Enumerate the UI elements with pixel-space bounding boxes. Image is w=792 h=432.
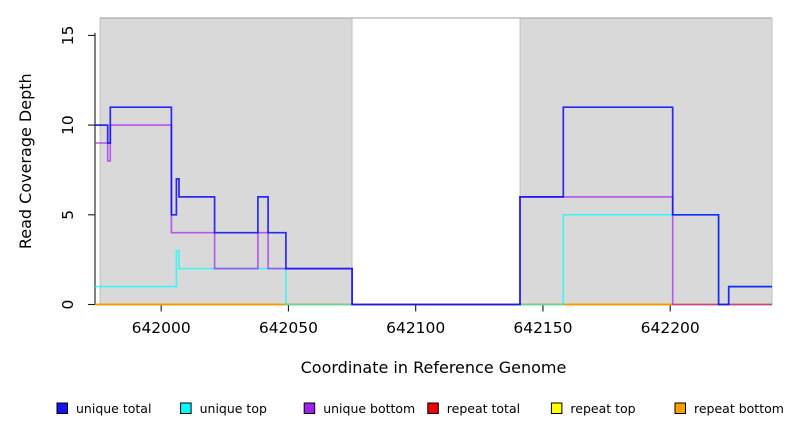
x-tick-label: 642000 <box>132 319 191 337</box>
y-tick-label: 15 <box>59 26 77 46</box>
x-tick-label: 642050 <box>259 319 318 337</box>
legend-swatch-unique-total <box>56 402 68 414</box>
legend-swatch-unique-top <box>180 402 192 414</box>
legend-label-repeat-total: repeat total <box>447 401 520 416</box>
y-axis-title: Read Coverage Depth <box>16 73 35 249</box>
x-axis-title: Coordinate in Reference Genome <box>301 358 567 377</box>
legend-swatch-repeat-total <box>427 402 439 414</box>
x-tick-label: 642100 <box>386 319 445 337</box>
y-tick-label: 0 <box>59 300 77 310</box>
masked-region-band-0 <box>99 17 353 305</box>
legend-label-repeat-bottom: repeat bottom <box>694 401 784 416</box>
legend-label-repeat-top: repeat top <box>570 401 635 416</box>
legend-label-unique-total: unique total <box>76 401 151 416</box>
x-tick-label: 642200 <box>641 319 700 337</box>
x-tick-label: 642150 <box>513 319 572 337</box>
legend-swatch-repeat-top <box>550 402 563 414</box>
y-tick-label: 10 <box>59 115 77 135</box>
legend-swatch-repeat-bottom <box>674 402 686 414</box>
series-unique-total <box>95 106 772 306</box>
legend-label-unique-bottom: unique bottom <box>323 401 415 416</box>
y-tick-label: 5 <box>59 210 77 220</box>
masked-region-band-1 <box>519 17 773 305</box>
legend-swatch-unique-bottom <box>303 402 316 414</box>
legend-label-unique-top: unique top <box>200 401 267 416</box>
